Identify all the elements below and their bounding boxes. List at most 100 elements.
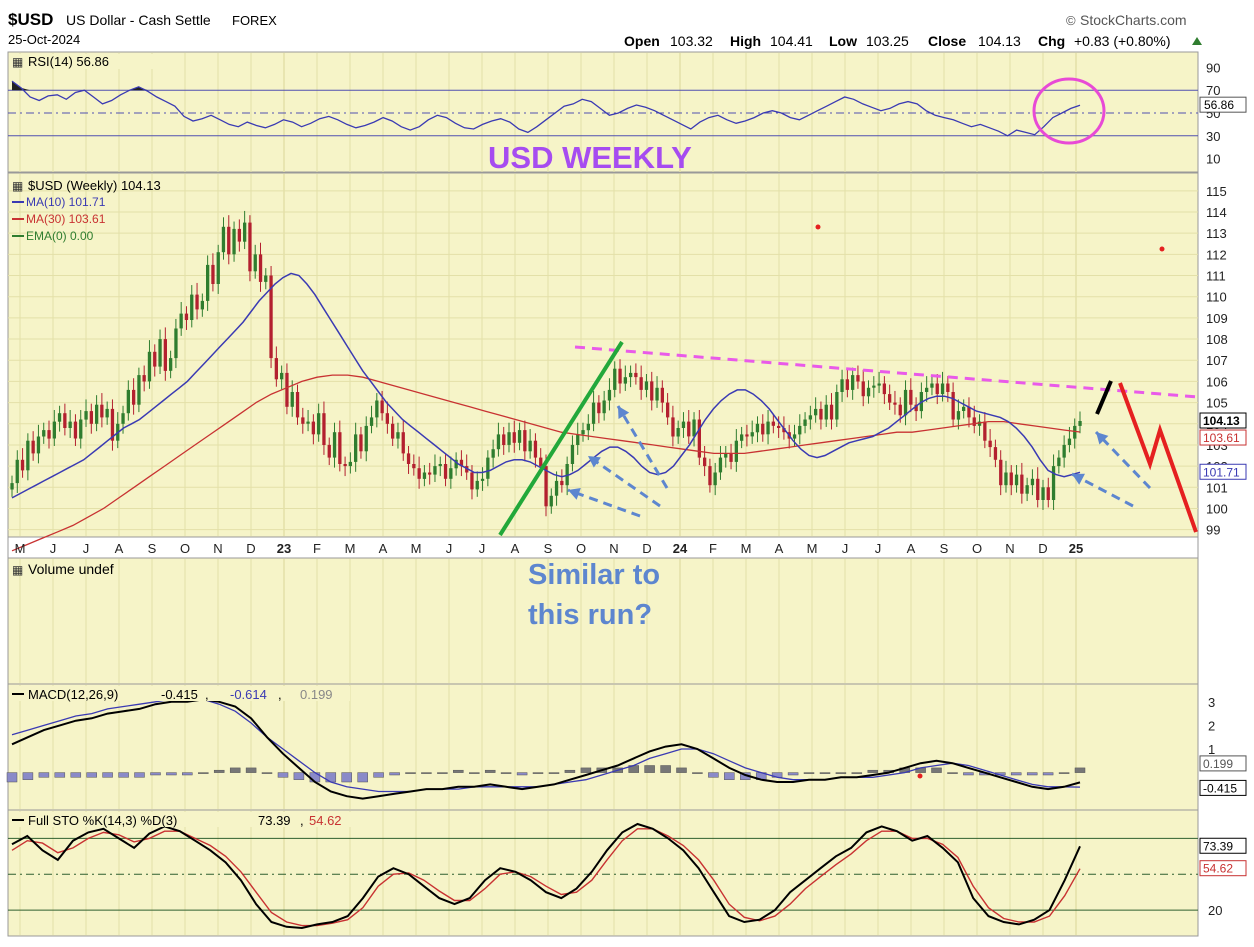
candle-body	[835, 392, 839, 420]
candle-body	[972, 417, 976, 426]
candle-body	[110, 408, 115, 441]
rsi-label: RSI(14) 56.86	[28, 54, 109, 69]
candle-body	[840, 379, 844, 392]
macd-histogram-bar	[660, 765, 671, 773]
candle-body	[808, 415, 812, 420]
candle-body	[708, 466, 712, 486]
candle-body	[311, 421, 315, 435]
candle-body	[285, 372, 289, 407]
low-label: Low	[829, 33, 857, 49]
black-projection-line	[1095, 380, 1113, 415]
time-axis-label: D	[246, 541, 255, 556]
candle-body	[512, 432, 516, 443]
candle-body	[618, 368, 622, 384]
time-axis-label: M	[807, 541, 818, 556]
sto-tag: 54.62	[1203, 862, 1233, 876]
candle-body	[232, 228, 236, 255]
time-axis-label: J	[446, 541, 453, 556]
candle-body	[1067, 438, 1072, 445]
candle-body	[327, 444, 331, 458]
price-tick-label: 114	[1206, 205, 1227, 220]
sto-tag: 73.39	[1203, 839, 1233, 853]
price-tag: 104.13	[1203, 414, 1240, 428]
candle-body	[417, 468, 421, 479]
candle-body	[248, 222, 252, 272]
candle-body	[301, 417, 305, 424]
time-axis-label: A	[511, 541, 520, 556]
candle-body	[888, 394, 892, 403]
candle-body	[290, 392, 294, 407]
time-axis-label: D	[1038, 541, 1047, 556]
time-axis-label: A	[115, 541, 124, 556]
close-label: Close	[928, 33, 966, 49]
macd-tag: 0.199	[1203, 757, 1233, 771]
candle-body	[26, 440, 30, 471]
candle-body	[803, 419, 807, 426]
macd-value: -0.415	[161, 687, 198, 702]
macd-histogram-bar	[931, 767, 942, 773]
macd-histogram-bar	[484, 769, 496, 773]
macd-histogram-bar	[38, 772, 50, 778]
macd-histogram-bar	[724, 772, 735, 780]
candle-body	[940, 383, 945, 395]
candle-body	[20, 459, 25, 471]
candle-body	[68, 421, 72, 428]
candle-body	[486, 457, 490, 479]
macd-histogram-bar	[867, 769, 879, 773]
candle-body	[771, 421, 775, 426]
candle-body	[650, 381, 654, 401]
candle-body	[47, 430, 51, 439]
volume-legend-icon: ▦	[12, 563, 23, 577]
candle-body	[190, 294, 194, 320]
macd-signal-value: -0.614	[230, 687, 267, 702]
candle-body	[814, 408, 818, 416]
macd-histogram-bar	[500, 772, 512, 774]
time-axis-label: N	[213, 541, 222, 556]
candle-body	[549, 495, 553, 507]
macd-histogram-bar	[261, 772, 273, 774]
macd-line	[11, 698, 1081, 800]
time-axis-label: S	[940, 541, 949, 556]
exchange-name: FOREX	[232, 13, 277, 28]
candle-body	[359, 434, 363, 452]
macd-histogram-bar	[1010, 772, 1022, 776]
candle-body	[317, 413, 321, 435]
candle-body	[385, 413, 389, 424]
macd-histogram-bar	[54, 772, 66, 778]
candle-body	[829, 404, 834, 420]
macd-histogram-bar	[437, 772, 448, 774]
candle-body	[343, 464, 347, 467]
macd-tick-label: 2	[1208, 718, 1215, 733]
open-label: Open	[624, 33, 660, 49]
macd-histogram-bar	[819, 772, 831, 774]
candle-body	[639, 377, 643, 390]
macd-tick-label: 1	[1208, 742, 1215, 757]
candle-body	[750, 432, 754, 437]
candle-body	[1057, 457, 1061, 467]
price-tag: 101.71	[1203, 465, 1240, 479]
macd-histogram-bar	[1026, 772, 1038, 776]
red-dot-2	[1159, 246, 1165, 252]
candle-body	[121, 413, 125, 424]
candle-body	[95, 404, 99, 424]
candle-body	[554, 480, 559, 496]
candle-body	[671, 417, 675, 437]
candle-body	[84, 411, 88, 420]
candle-body	[443, 464, 448, 479]
time-axis-label: J	[875, 541, 882, 556]
rsi-value-tag: 56.86	[1204, 98, 1234, 112]
candle-body	[967, 406, 971, 418]
candle-body	[861, 381, 865, 397]
macd-histogram-bar	[373, 772, 384, 778]
candle-body	[274, 358, 278, 380]
candle-body	[766, 421, 770, 435]
candle-body	[253, 254, 257, 272]
sto-tick-label: 20	[1208, 903, 1222, 918]
macd-histogram-bar	[6, 772, 18, 783]
time-axis-label: J	[842, 541, 849, 556]
candle-body	[697, 419, 701, 458]
macd-histogram-bar	[963, 772, 974, 776]
time-axis-label: M	[741, 541, 752, 556]
candle-body	[676, 428, 680, 437]
candle-body	[496, 434, 501, 450]
